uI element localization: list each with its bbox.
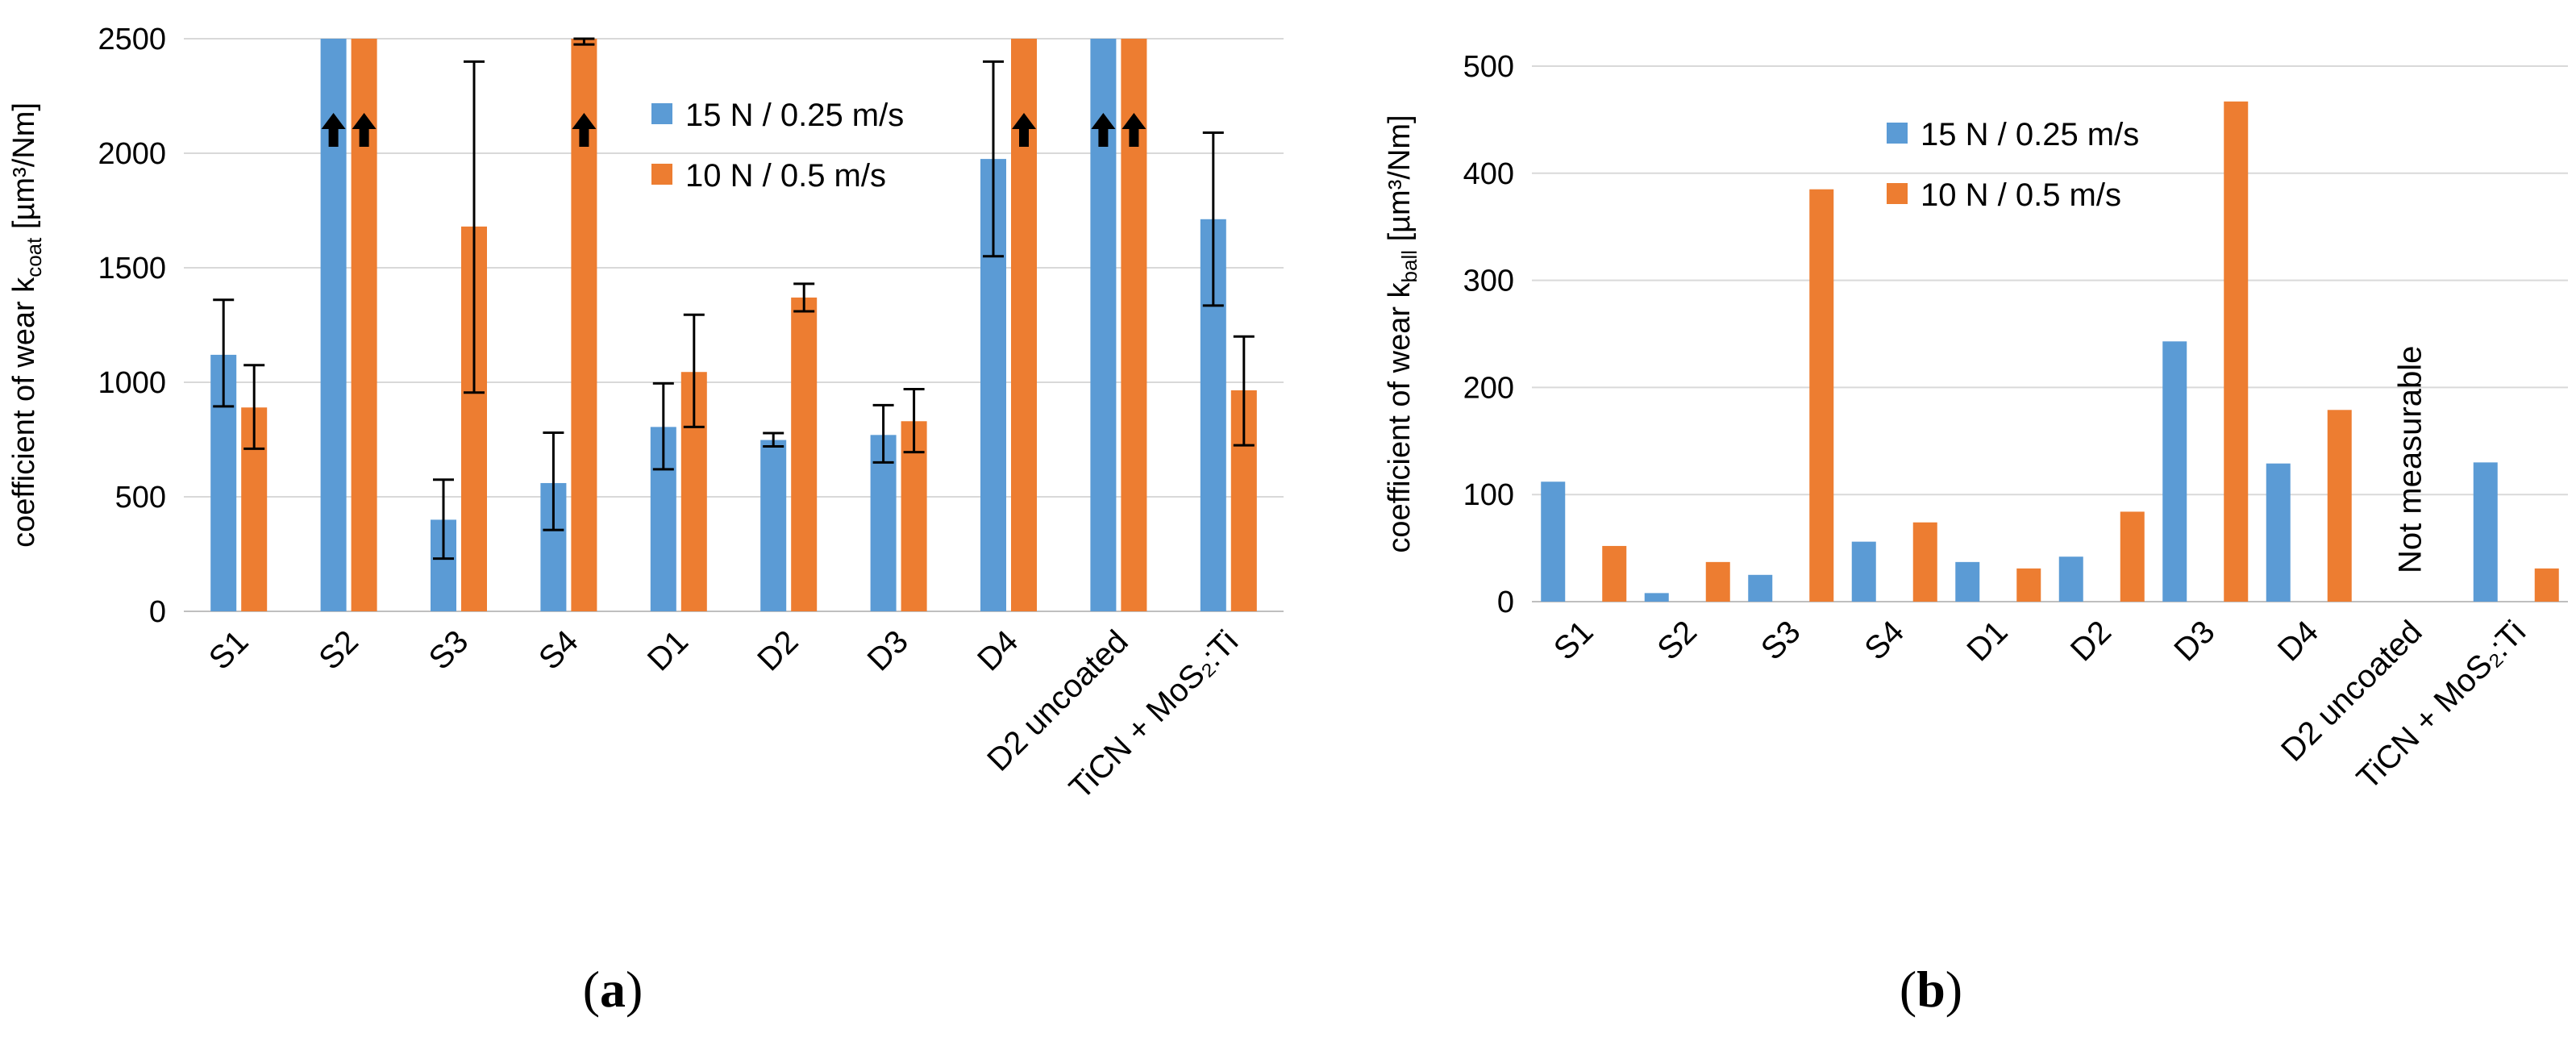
off-scale-arrow-icon xyxy=(321,113,346,147)
bar-ticn-mos-ti-series-2 xyxy=(2534,568,2559,602)
panel-label-b: (b) xyxy=(1900,961,1962,1018)
y-tick-label: 1000 xyxy=(98,366,166,400)
bar-d4-series-1 xyxy=(2266,463,2291,602)
x-category-label: S3 xyxy=(1754,614,1808,667)
bar-s1-series-1 xyxy=(1541,481,1566,602)
bar-d3-series-2 xyxy=(2224,101,2249,602)
legend-swatch-series-2 xyxy=(1887,183,1908,204)
bar-d4-series-2 xyxy=(2327,410,2352,602)
off-scale-arrow-icon xyxy=(1012,113,1036,147)
y-tick-label: 0 xyxy=(1497,586,1514,619)
y-tick-label: 400 xyxy=(1463,157,1514,191)
x-category-label: S1 xyxy=(1547,614,1600,667)
y-axis-label-subscript: coat xyxy=(22,237,46,277)
bar-d2-series-2 xyxy=(2120,511,2145,602)
x-category-label: S4 xyxy=(1858,614,1911,667)
bar-d3-series-1 xyxy=(870,435,897,611)
legend-swatch-series-1 xyxy=(651,103,672,124)
not-measurable-annotation: Not measurable xyxy=(2392,346,2428,573)
panel-letter-b: b xyxy=(1916,961,1946,1018)
x-category-label: S3 xyxy=(422,623,476,677)
x-category-label: D2 xyxy=(2064,614,2118,668)
bar-s3-series-1 xyxy=(1748,574,1773,602)
y-axis-label-unit: [µm³/Nm] xyxy=(1383,115,1417,250)
y-axis-label: coefficient of wear kball [µm³/Nm] xyxy=(1383,115,1421,552)
y-tick-label: 500 xyxy=(115,481,166,515)
x-category-label: D3 xyxy=(2167,614,2221,668)
bar-d1-series-1 xyxy=(1955,561,1980,602)
x-category-label: S4 xyxy=(532,623,585,677)
bar-s4-series-1 xyxy=(1851,541,1876,602)
off-scale-arrow-icon xyxy=(1122,113,1147,147)
y-tick-label: 2000 xyxy=(98,137,166,171)
x-category-label: D1 xyxy=(641,623,695,677)
x-category-label: S2 xyxy=(1650,614,1704,667)
legend-swatch-series-2 xyxy=(651,164,672,185)
x-category-label: D3 xyxy=(861,623,915,677)
legend-label-series-2: 10 N / 0.5 m/s xyxy=(685,158,886,194)
y-axis-label-main: coefficient of wear k xyxy=(1383,281,1417,552)
bar-d2-series-1 xyxy=(760,440,787,611)
x-category-label: D4 xyxy=(2271,614,2325,668)
bar-d3-series-1 xyxy=(2162,341,2187,602)
y-tick-label: 300 xyxy=(1463,265,1514,298)
off-scale-arrow-icon xyxy=(572,113,597,147)
bar-s2-series-2 xyxy=(1705,561,1730,602)
legend-label-series-1: 15 N / 0.25 m/s xyxy=(685,98,904,133)
bar-d2-series-1 xyxy=(2058,556,2083,602)
y-axis-label: coefficient of wear kcoat [µm³/Nm] xyxy=(7,102,46,548)
x-category-label: D4 xyxy=(971,623,1025,677)
legend-swatch-series-1 xyxy=(1887,123,1908,144)
y-axis-label-unit: [µm³/Nm] xyxy=(7,102,41,238)
x-category-label: D1 xyxy=(1960,614,2014,668)
bar-s4-series-2 xyxy=(1912,522,1937,602)
x-category-label: S1 xyxy=(202,623,256,677)
panel-letter-a: a xyxy=(600,961,626,1018)
y-tick-label: 0 xyxy=(149,595,166,629)
y-tick-label: 1500 xyxy=(98,252,166,286)
x-category-label: D2 xyxy=(751,623,805,677)
x-category-label: S2 xyxy=(312,623,365,677)
y-tick-label: 2500 xyxy=(98,23,166,56)
off-scale-arrow-icon xyxy=(352,113,377,147)
legend-label-series-2: 10 N / 0.5 m/s xyxy=(1921,177,2121,213)
legend-label-series-1: 15 N / 0.25 m/s xyxy=(1921,117,2139,152)
bar-s3-series-2 xyxy=(1809,189,1834,602)
y-axis-label-subscript: ball xyxy=(1397,250,1421,282)
bar-s2-series-1 xyxy=(1644,593,1669,602)
bar-ticn-mos-ti-series-1 xyxy=(2473,462,2498,602)
off-scale-arrow-icon xyxy=(1091,113,1116,147)
y-tick-label: 500 xyxy=(1463,50,1514,84)
y-tick-label: 100 xyxy=(1463,478,1514,512)
y-axis-label-main: coefficient of wear k xyxy=(7,277,41,548)
y-tick-label: 200 xyxy=(1463,371,1514,405)
bar-d2-series-2 xyxy=(791,297,818,611)
panel-label-a: (a) xyxy=(583,961,643,1018)
bar-s1-series-2 xyxy=(1602,545,1627,602)
bar-d1-series-2 xyxy=(2016,568,2041,602)
